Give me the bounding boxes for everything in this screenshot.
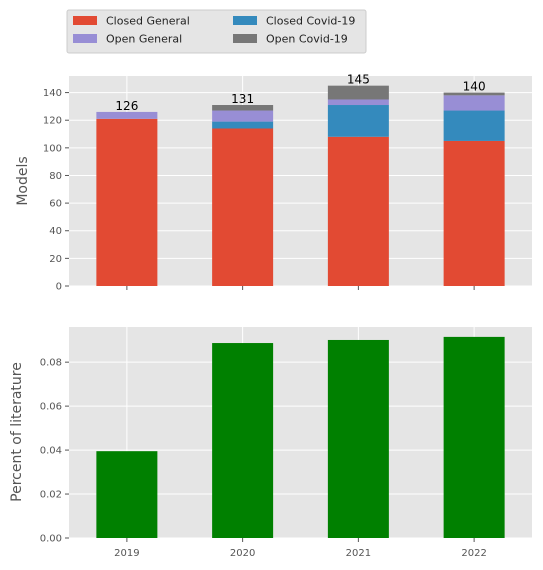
top-y-ticks: 0 20 40 60 80 100 120 140 xyxy=(43,88,69,293)
bar-segment-closed-covid-19-2021 xyxy=(327,105,389,137)
x-tick-label: 2021 xyxy=(346,548,371,559)
bar-chart: 0.00 0.02 0.04 0.06 0.08 2019 2020 2021 2022 Pe… xyxy=(9,327,532,559)
bar-segment-open-covid-19-2021 xyxy=(327,85,389,100)
top-bar-totals: 126 131 145 140 xyxy=(115,73,485,113)
top-y-tick-label: 80 xyxy=(49,171,62,182)
legend-swatch xyxy=(73,16,97,25)
bar-total-label: 140 xyxy=(463,80,486,94)
top-bars xyxy=(96,85,505,286)
bottom-y-ticks: 0.00 0.02 0.04 0.06 0.08 xyxy=(40,358,69,545)
legend-entry: Closed General xyxy=(106,15,190,28)
bar-segment-closed-general-2020 xyxy=(212,128,274,286)
bar-segment-closed-general-2022 xyxy=(443,140,505,286)
bottom-y-tick-label: 0.04 xyxy=(40,446,62,457)
bottom-y-tick-label: 0.02 xyxy=(40,490,62,501)
top-y-axis-label: Models xyxy=(15,156,31,205)
bar-segment-open-general-2021 xyxy=(327,99,389,106)
bar-total-label: 126 xyxy=(115,99,138,113)
top-y-tick-label: 40 xyxy=(49,226,62,237)
x-tick-label: 2019 xyxy=(114,548,139,559)
legend: Closed General Closed Covid-19 Open Genera… xyxy=(66,9,367,54)
bottom-y-axis-label: Percent of literature xyxy=(9,362,25,502)
percent-bar-2021 xyxy=(327,339,389,538)
bottom-y-tick-label: 0.06 xyxy=(40,402,62,413)
top-x-ticks xyxy=(126,286,475,290)
bar-total-label: 145 xyxy=(347,73,370,87)
bar-segment-closed-general-2021 xyxy=(327,136,389,286)
bar-total-label: 131 xyxy=(231,92,254,106)
legend-swatch xyxy=(233,34,257,43)
legend-swatch xyxy=(73,34,97,43)
top-y-tick-label: 140 xyxy=(43,88,62,99)
stacked-bar-chart: 0 20 40 60 80 100 120 140 126 131 145 140 Models xyxy=(15,73,532,293)
bar-segment-open-general-2022 xyxy=(443,95,505,111)
bar-segment-open-covid-19-2022 xyxy=(443,92,505,96)
legend-entry: Closed Covid-19 xyxy=(266,15,355,28)
legend-box xyxy=(66,9,367,54)
x-tick-label: 2020 xyxy=(230,548,255,559)
bottom-x-ticks: 2019 2020 2021 2022 xyxy=(114,538,487,559)
top-y-tick-label: 20 xyxy=(49,254,62,265)
top-y-tick-label: 0 xyxy=(56,282,62,293)
bar-segment-open-general-2019 xyxy=(96,111,158,119)
bar-segment-open-covid-19-2020 xyxy=(212,105,274,111)
bar-segment-closed-covid-19-2022 xyxy=(443,110,505,141)
percent-bar-2020 xyxy=(212,343,274,538)
bar-segment-open-general-2020 xyxy=(212,110,274,122)
legend-swatch xyxy=(233,16,257,25)
bar-segment-closed-covid-19-2020 xyxy=(212,121,274,129)
legend-entry: Open General xyxy=(106,33,182,46)
top-y-tick-label: 120 xyxy=(43,116,62,127)
bottom-bars xyxy=(96,336,505,538)
bottom-y-tick-label: 0.00 xyxy=(40,534,62,545)
percent-bar-2019 xyxy=(96,451,158,538)
bar-segment-closed-general-2019 xyxy=(96,118,158,286)
bottom-y-tick-label: 0.08 xyxy=(40,358,62,369)
legend-entry: Open Covid-19 xyxy=(266,33,348,46)
top-y-tick-label: 60 xyxy=(49,199,62,210)
percent-bar-2022 xyxy=(443,336,505,538)
top-y-tick-label: 100 xyxy=(43,143,62,154)
x-tick-label: 2022 xyxy=(461,548,486,559)
